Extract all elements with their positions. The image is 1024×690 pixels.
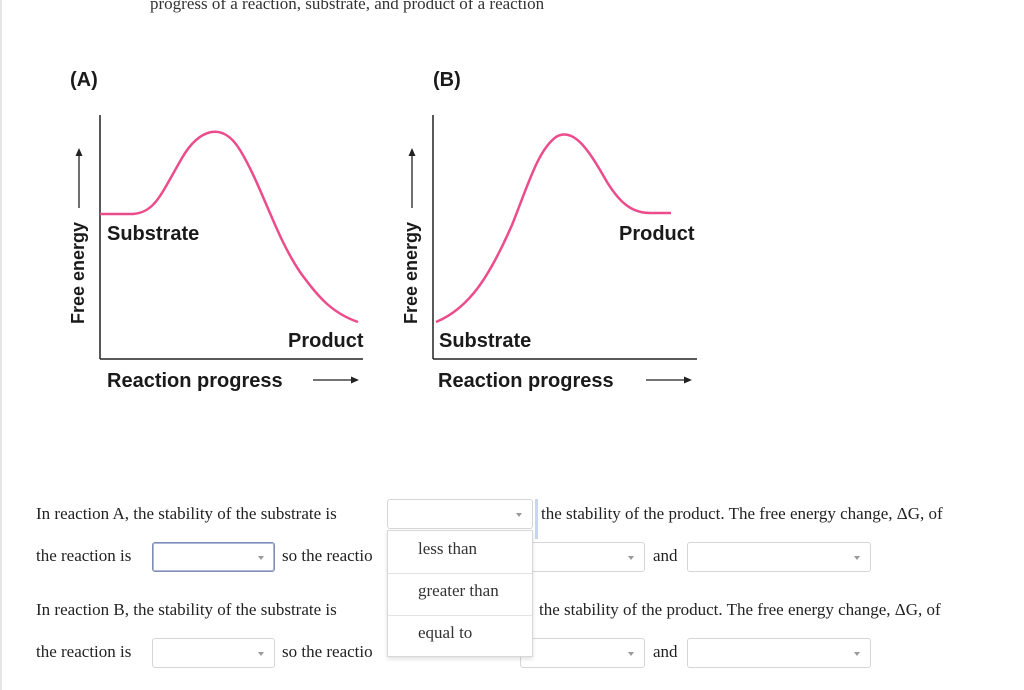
question-b-line2-prefix: the reaction is bbox=[36, 642, 132, 661]
focus-indicator bbox=[535, 499, 538, 539]
left-border bbox=[0, 0, 2, 690]
question-b-energy-select[interactable] bbox=[687, 638, 871, 668]
panel-a: (A) Free energy Substrate Product Reacti… bbox=[68, 69, 364, 392]
panel-b-energy-curve bbox=[435, 133, 671, 324]
question-a-line2-prefix: the reaction is bbox=[36, 546, 132, 565]
panel-a-y-arrow-head bbox=[75, 148, 83, 156]
chevron-down-icon bbox=[258, 556, 264, 560]
dropdown-option-less-than[interactable]: less than bbox=[418, 539, 478, 558]
chevron-down-icon bbox=[628, 556, 634, 560]
energy-diagrams-figure: (A) Free energy Substrate Product Reacti… bbox=[68, 69, 697, 392]
question-b-line2-mid: so the reactio bbox=[282, 642, 373, 661]
panel-a-y-label: Free energy bbox=[68, 222, 88, 324]
panel-a-substrate-label: Substrate bbox=[107, 223, 199, 245]
chevron-down-icon bbox=[854, 652, 860, 656]
question-a-energy-select[interactable] bbox=[687, 542, 871, 572]
dropdown-separator bbox=[388, 615, 532, 616]
panel-b-x-arrow-head bbox=[684, 376, 692, 384]
question-a-line1-prefix: In reaction A, the stability of the subs… bbox=[36, 504, 337, 523]
question-b-and-text: and bbox=[653, 642, 678, 661]
chevron-down-icon bbox=[628, 652, 634, 656]
dropdown-separator bbox=[388, 573, 532, 574]
question-b-line1-suffix: the stability of the product. The free e… bbox=[539, 600, 941, 619]
question-a-delta-g-select[interactable] bbox=[152, 542, 275, 572]
panel-b-label: (B) bbox=[433, 69, 461, 91]
panel-a-energy-curve bbox=[100, 130, 359, 324]
chevron-down-icon bbox=[258, 652, 264, 656]
panel-a-label: (A) bbox=[70, 69, 98, 91]
chevron-down-icon bbox=[516, 513, 522, 517]
panel-b-x-label: Reaction progress bbox=[438, 370, 614, 392]
question-a-line1-suffix: the stability of the product. The free e… bbox=[541, 504, 943, 523]
question-b-delta-g-select[interactable] bbox=[152, 638, 275, 668]
panel-b-substrate-label: Substrate bbox=[439, 330, 531, 352]
question-a-and-text: and bbox=[653, 546, 678, 565]
panel-a-x-label: Reaction progress bbox=[107, 370, 283, 392]
stability-dropdown-menu: less than greater than equal to bbox=[387, 530, 533, 657]
question-b-line1-prefix: In reaction B, the stability of the subs… bbox=[36, 600, 337, 619]
question-a-stability-select[interactable] bbox=[387, 499, 533, 529]
clipped-intro-text: progress of a reaction, substrate, and p… bbox=[150, 0, 545, 13]
panel-b-product-label: Product bbox=[619, 223, 695, 245]
panel-a-x-arrow-head bbox=[351, 376, 359, 384]
dropdown-option-greater-than[interactable]: greater than bbox=[418, 581, 499, 600]
question-a-line2-mid: so the reactio bbox=[282, 546, 373, 565]
panel-b: (B) Free energy Product Substrate Reacti… bbox=[401, 69, 697, 392]
question-a-reaction-select[interactable] bbox=[520, 542, 645, 572]
chevron-down-icon bbox=[854, 556, 860, 560]
panel-b-y-label: Free energy bbox=[401, 222, 421, 324]
panel-b-y-arrow-head bbox=[408, 148, 416, 156]
dropdown-option-equal-to[interactable]: equal to bbox=[418, 623, 473, 642]
panel-a-product-label: Product bbox=[288, 330, 364, 352]
question-b-reaction-select[interactable] bbox=[520, 638, 645, 668]
